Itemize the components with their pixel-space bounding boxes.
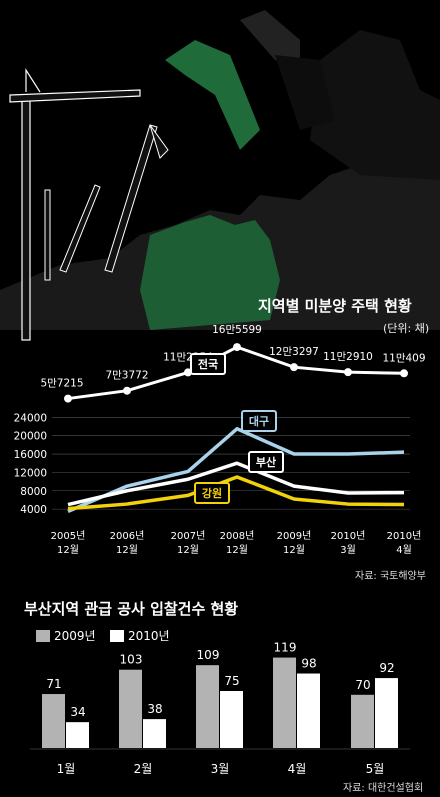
busan-series-badge [248,451,284,473]
national-point [400,369,408,378]
category-label: 1월 [57,762,76,776]
bar-2009년 [351,694,374,748]
y-tick-label: 20000 [14,431,47,443]
busan-series-name: 부산 [256,455,276,469]
construction-illustration [0,10,440,341]
bar-value-label: 119 [274,641,297,655]
daegu-series-badge [241,410,277,432]
category-label: 3월 [211,762,230,776]
source-label-bars: 자료: 대한건설협회 [343,783,424,794]
x-tick-label: 12월 [283,544,305,556]
national-point [64,394,72,403]
x-tick-label: 12월 [226,544,248,556]
national-point [344,368,352,377]
bar-value-label: 71 [46,677,61,691]
national-point [123,386,131,395]
category-label: 4월 [288,762,307,776]
excavator-boom [165,40,260,150]
category-label: 2월 [134,762,153,776]
busan-series-line [67,461,405,507]
x-tick-label: 12월 [57,544,79,556]
bar-2010년 [297,673,320,748]
gangwon-series-name: 강원 [202,486,222,500]
bar-value-label: 109 [197,648,220,662]
x-tick-label: 2006년 [110,530,145,542]
bar-value-label: 70 [355,678,370,692]
national-point [233,343,241,352]
national-data-label: 16만5599 [212,324,262,336]
legend-2010: 2010년 [110,627,170,644]
bar-2009년 [273,657,296,748]
bar-2009년 [42,694,65,748]
national-point [290,363,298,372]
daegu-series-name: 대구 [249,414,269,428]
bar-value-label: 38 [147,702,162,716]
bar-value-label: 75 [224,674,239,688]
bar-2010년 [66,722,89,748]
legend-swatch-2009 [36,629,50,642]
bar-value-label: 92 [379,661,394,675]
unit-label: (단위: 채) [383,322,430,335]
green-earth [140,215,280,330]
national-data-label: 5만7215 [40,378,83,390]
excavator-stick [240,10,300,70]
bar-2010년 [375,678,398,748]
gangwon-series-line [67,475,405,511]
bar-2010년 [143,719,166,748]
national-data-label: 7만3772 [105,370,148,382]
crane-middle [104,124,169,273]
gangwon-series-badge [194,482,230,504]
x-tick-label: 12월 [177,544,199,556]
national-series-badge [190,353,226,375]
x-tick-label: 2005년 [51,530,86,542]
busan-bids-bar-chart: 71 34 1월 103 38 2월 109 75 3월 119 98 4월 70 92 5월 [30,641,410,776]
y-tick-label: 16000 [14,449,47,461]
legend-label-2009: 2009년 [54,629,96,643]
x-tick-label: 4월 [396,544,412,556]
source-label: 자료: 국토해양부 [355,571,426,582]
legend-swatch-2010 [110,629,124,642]
national-data-label: 11만2910 [323,351,373,363]
chart-title-busan-bids: 부산지역 관급 공사 입찰건수 현황 [24,600,239,618]
legend-label-2010: 2010년 [128,629,170,643]
x-tick-label: 3월 [340,544,356,556]
national-series-name: 전국 [198,357,218,371]
crane-left [9,67,141,341]
chart-title-unsold-housing: 지역별 미분양 주택 현황 [258,297,412,315]
bar-2010년 [220,691,243,748]
national-data-label: 12만3297 [269,346,319,358]
legend-2009: 2009년 [36,627,96,644]
bar-value-label: 103 [120,653,143,667]
x-tick-label: 2008년 [220,530,255,542]
x-tick-label: 2009년 [277,530,312,542]
x-tick-label: 12월 [116,544,138,556]
category-label: 5월 [366,762,385,776]
national-data-label: 11만409 [382,352,425,364]
x-tick-label: 2010년 [331,530,366,542]
y-tick-label: 24000 [14,412,47,424]
excavator-body [310,30,440,180]
y-tick-label: 4000 [20,504,47,516]
x-tick-label: 2010년 [387,530,422,542]
daegu-series-line [67,427,405,514]
bar-2009년 [119,669,142,748]
bar-value-label: 34 [70,705,85,719]
x-tick-label: 2007년 [171,530,206,542]
bar-value-label: 98 [301,657,316,671]
excavator-arm-right [275,55,335,130]
crane-small [44,184,101,281]
bar-2009년 [196,665,219,748]
y-tick-label: 12000 [14,467,47,479]
y-tick-label: 8000 [20,486,47,498]
